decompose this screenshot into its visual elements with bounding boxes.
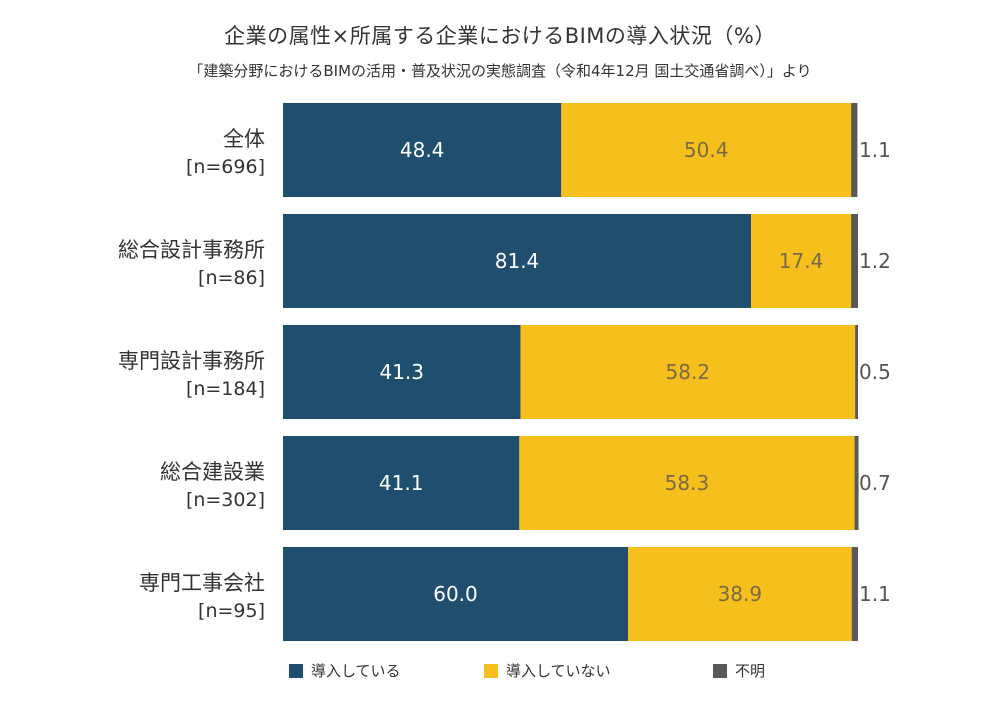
bar-segment <box>520 325 856 419</box>
data-label: 38.9 <box>718 582 763 606</box>
legend-item: 不明 <box>713 660 765 681</box>
legend-item: 導入していない <box>484 660 611 681</box>
bar-segment <box>628 547 852 641</box>
chart-legend: 導入している 導入していない 不明 <box>0 660 1000 682</box>
category-n-label: [n=302] <box>186 489 265 511</box>
bar-segment <box>283 436 520 530</box>
legend-swatch <box>289 663 303 678</box>
category-label: 専門工事会社 <box>139 571 265 595</box>
category-n-label: [n=184] <box>186 378 265 400</box>
bar-segment <box>519 436 855 530</box>
data-label: 17.4 <box>779 249 824 273</box>
category-label: 全体 <box>223 127 265 151</box>
data-label: 60.0 <box>433 582 478 606</box>
bar-segment <box>283 325 521 419</box>
data-label: 50.4 <box>684 138 729 162</box>
category-label: 総合設計事務所 <box>118 238 265 262</box>
data-label: 41.1 <box>379 471 424 495</box>
data-label: 1.1 <box>859 138 891 162</box>
chart-subtitle: 「建築分野におけるBIMの活用・普及状況の実態調査（令和4年12月 国土交通省調… <box>188 62 812 80</box>
data-label: 0.5 <box>859 360 891 384</box>
data-label: 0.7 <box>859 471 891 495</box>
category-n-label: [n=95] <box>198 600 265 622</box>
bar-segment <box>751 214 852 308</box>
bar-segment <box>283 103 562 197</box>
bar-segment <box>854 436 859 530</box>
legend-item: 導入している <box>289 660 401 681</box>
data-label: 81.4 <box>495 249 540 273</box>
legend-label: 不明 <box>735 662 766 680</box>
bar-segment <box>851 103 858 197</box>
data-label: 41.3 <box>379 360 424 384</box>
bar-segment <box>851 214 858 308</box>
bar-segment <box>561 103 852 197</box>
category-label: 総合建設業 <box>160 460 265 484</box>
bar-segment <box>283 547 628 641</box>
category-n-label: [n=696] <box>186 156 265 178</box>
legend-swatch <box>713 663 727 678</box>
data-label: 58.3 <box>665 471 710 495</box>
data-label: 1.2 <box>859 249 891 273</box>
data-label: 1.1 <box>859 582 891 606</box>
bar-segment <box>851 547 859 641</box>
legend-swatch <box>484 663 498 678</box>
category-n-label: [n=86] <box>198 267 265 289</box>
chart-title: 企業の属性×所属する企業におけるBIMの導入状況（%） <box>224 24 776 48</box>
legend-label: 導入していない <box>506 662 611 680</box>
bar-segment <box>283 214 752 308</box>
bar-segment <box>855 325 859 419</box>
category-label: 専門設計事務所 <box>118 349 265 373</box>
data-label: 48.4 <box>400 138 445 162</box>
legend-label: 導入している <box>311 662 401 680</box>
data-label: 58.2 <box>666 360 711 384</box>
